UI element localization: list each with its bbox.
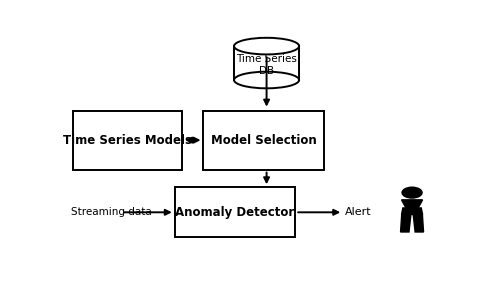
Text: Anomaly Detector: Anomaly Detector [175,206,294,219]
Polygon shape [401,214,411,232]
Text: Time Series
DB: Time Series DB [236,55,297,76]
Text: Alert: Alert [345,207,371,217]
Ellipse shape [234,38,299,55]
Text: Streaming data: Streaming data [71,207,152,217]
Circle shape [401,187,423,199]
Polygon shape [402,200,422,208]
Text: Time Series Models: Time Series Models [63,134,192,147]
FancyBboxPatch shape [73,110,182,170]
Polygon shape [413,214,423,232]
FancyBboxPatch shape [234,46,299,80]
Text: Model Selection: Model Selection [211,134,317,147]
Polygon shape [402,208,422,214]
FancyBboxPatch shape [204,110,324,170]
Ellipse shape [234,72,299,88]
FancyBboxPatch shape [175,187,295,237]
